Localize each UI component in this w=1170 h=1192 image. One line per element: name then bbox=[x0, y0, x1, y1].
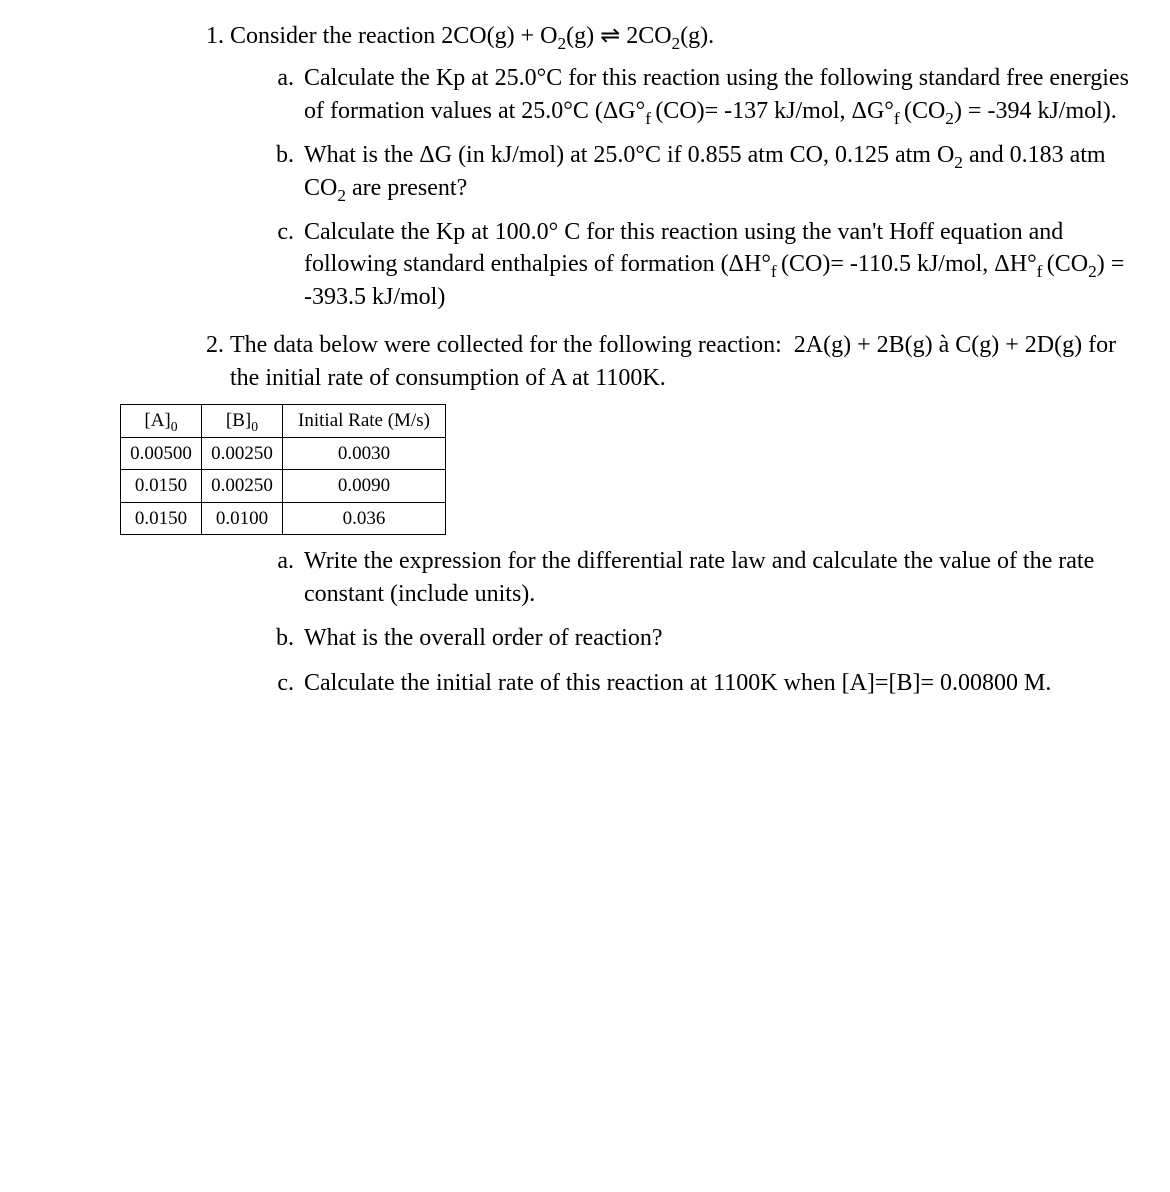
problem-1-intro: Consider the reaction 2CO(g) + O2(g) ⇌ 2… bbox=[230, 23, 714, 49]
problem-1: Consider the reaction 2CO(g) + O2(g) ⇌ 2… bbox=[230, 20, 1130, 313]
problem-2-subs: Write the expression for the differentia… bbox=[230, 545, 1130, 699]
col-B0: [B]0 bbox=[202, 404, 283, 437]
problem-1-subs: Calculate the Kp at 25.0°C for this reac… bbox=[230, 62, 1130, 313]
problem-1a: Calculate the Kp at 25.0°C for this reac… bbox=[300, 62, 1130, 127]
cell: 0.036 bbox=[283, 502, 446, 535]
cell: 0.00250 bbox=[202, 470, 283, 503]
cell: 0.00250 bbox=[202, 437, 283, 470]
problem-1b: What is the ΔG (in kJ/mol) at 25.0°C if … bbox=[300, 139, 1130, 204]
cell: 0.0090 bbox=[283, 470, 446, 503]
problem-2c: Calculate the initial rate of this react… bbox=[300, 667, 1130, 699]
table-row: 0.0150 0.0100 0.036 bbox=[121, 502, 446, 535]
cell: 0.0030 bbox=[283, 437, 446, 470]
col-A0: [A]0 bbox=[121, 404, 202, 437]
cell: 0.0100 bbox=[202, 502, 283, 535]
problem-list: Consider the reaction 2CO(g) + O2(g) ⇌ 2… bbox=[110, 20, 1130, 699]
table-row: 0.0150 0.00250 0.0090 bbox=[121, 470, 446, 503]
problem-2b: What is the overall order of reaction? bbox=[300, 622, 1130, 654]
problem-2: The data below were collected for the fo… bbox=[230, 329, 1130, 699]
cell: 0.00500 bbox=[121, 437, 202, 470]
table-header-row: [A]0 [B]0 Initial Rate (M/s) bbox=[121, 404, 446, 437]
cell: 0.0150 bbox=[121, 502, 202, 535]
col-rate: Initial Rate (M/s) bbox=[283, 404, 446, 437]
rate-data-table: [A]0 [B]0 Initial Rate (M/s) 0.00500 0.0… bbox=[120, 404, 446, 536]
problem-2a: Write the expression for the differentia… bbox=[300, 545, 1130, 610]
cell: 0.0150 bbox=[121, 470, 202, 503]
problem-2-intro: The data below were collected for the fo… bbox=[230, 332, 1116, 390]
problem-1c: Calculate the Kp at 100.0° C for this re… bbox=[300, 216, 1130, 313]
problem-2-table-wrap: [A]0 [B]0 Initial Rate (M/s) 0.00500 0.0… bbox=[120, 404, 1130, 536]
table-row: 0.00500 0.00250 0.0030 bbox=[121, 437, 446, 470]
